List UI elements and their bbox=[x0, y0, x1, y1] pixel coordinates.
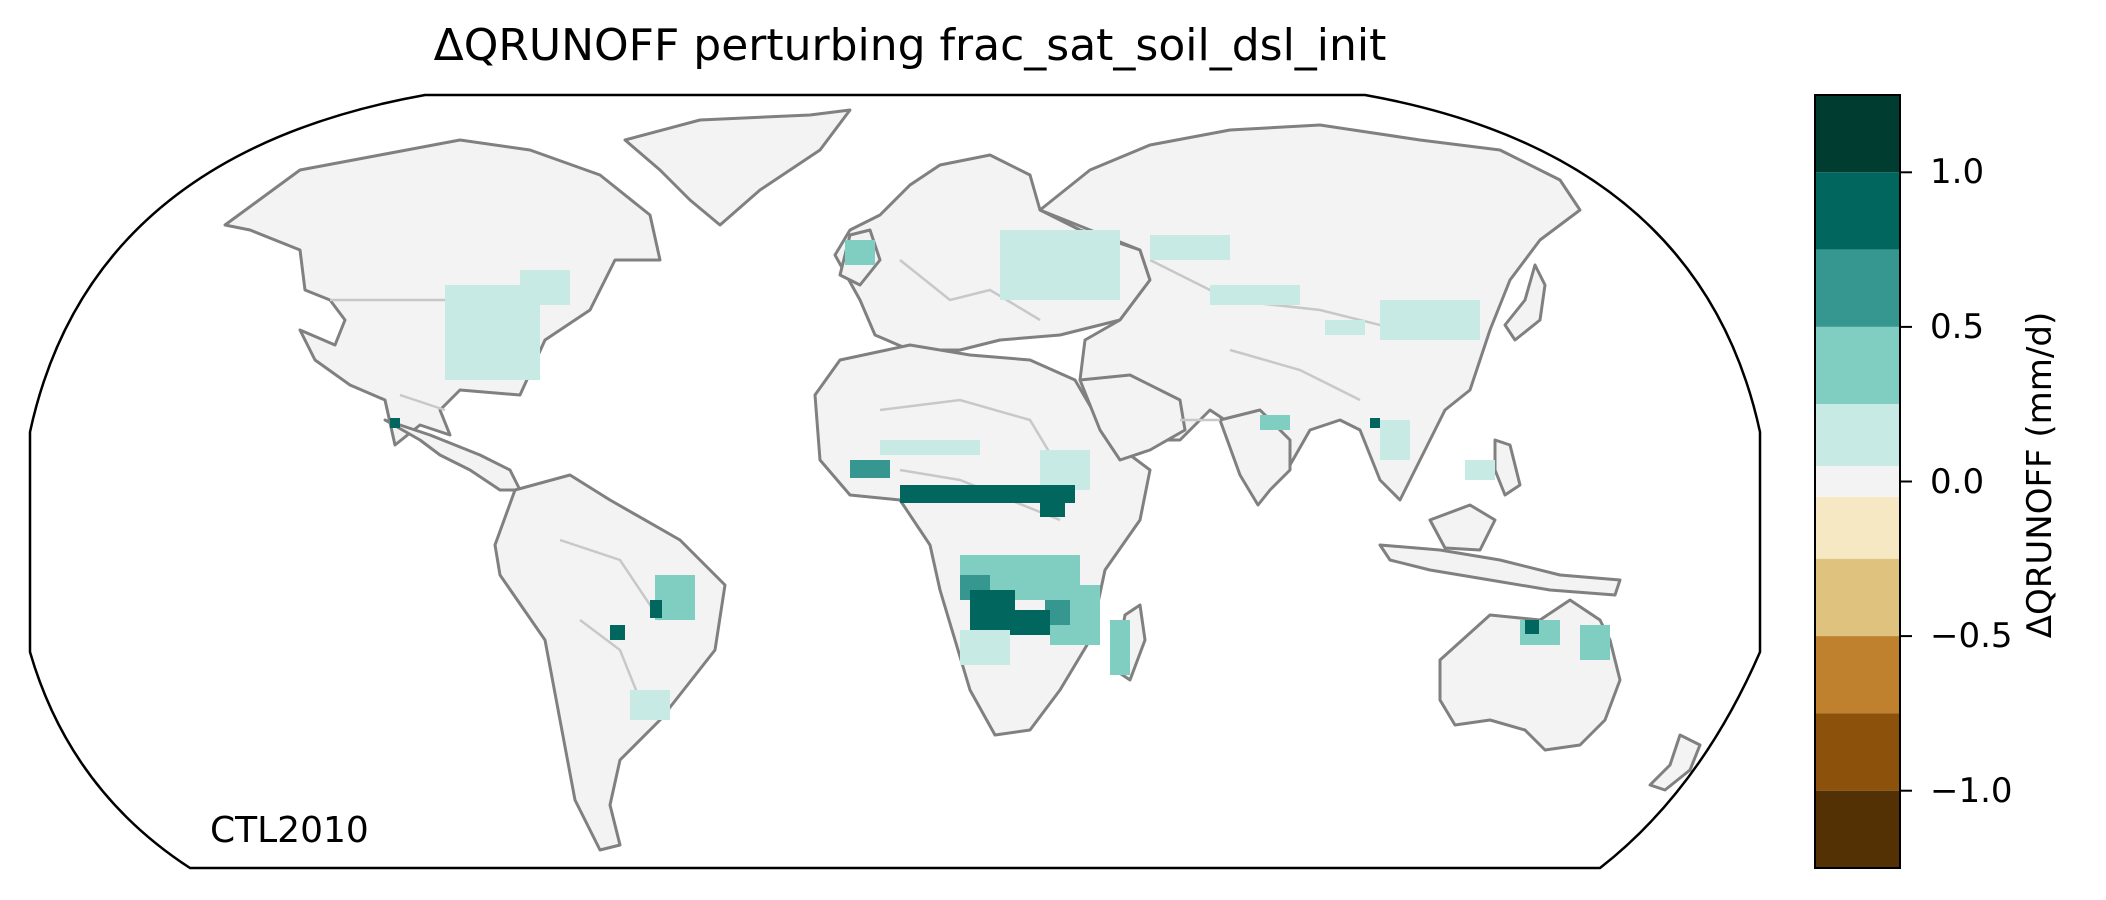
colorbar-bin-0 bbox=[1815, 95, 1900, 173]
map-panel bbox=[28, 93, 1762, 870]
central-america bbox=[383, 418, 522, 492]
run-label: CTL2010 bbox=[210, 810, 369, 851]
colorbar-bin-9 bbox=[1815, 713, 1900, 791]
map-title: ΔQRUNOFF perturbing frac_sat_soil_dsl_in… bbox=[433, 20, 1387, 71]
colorbar-bin-8 bbox=[1815, 636, 1900, 714]
colorbar-tick-label: 1.0 bbox=[1930, 152, 1985, 193]
colorbar-bin-2 bbox=[1815, 249, 1900, 327]
colorbar-bin-7 bbox=[1815, 558, 1900, 637]
colorbar-bin-5 bbox=[1815, 466, 1900, 497]
colorbar-bin-4 bbox=[1815, 404, 1900, 467]
colorbar-bin-1 bbox=[1815, 172, 1900, 250]
colorbar-bin-6 bbox=[1815, 496, 1900, 559]
colorbar-tick-label: −0.5 bbox=[1930, 616, 2013, 657]
borneo bbox=[1428, 503, 1497, 552]
map-content bbox=[223, 108, 1702, 852]
arabian-peninsula bbox=[1078, 373, 1187, 462]
north-america bbox=[223, 138, 662, 447]
colorbar-label: ΔQRUNOFF (mm/d) bbox=[2020, 311, 2060, 639]
greenland bbox=[623, 108, 852, 227]
anomaly-bin-low bbox=[445, 230, 1495, 720]
philippines bbox=[1493, 438, 1522, 497]
japan bbox=[1503, 263, 1547, 342]
colorbar-bin-10 bbox=[1815, 790, 1900, 868]
colorbar-bin-3 bbox=[1815, 326, 1900, 405]
colorbar-tick-label: −1.0 bbox=[1930, 770, 2013, 811]
colorbar-label-box: ΔQRUNOFF (mm/d) bbox=[2010, 250, 2070, 700]
runoff-anomaly-cells bbox=[390, 230, 1610, 720]
colorbar bbox=[1814, 94, 1912, 869]
australia bbox=[1438, 598, 1622, 752]
colorbar-bins bbox=[1815, 95, 1900, 868]
colorbar-tick-label: 0.0 bbox=[1930, 461, 1985, 502]
indonesia bbox=[1378, 543, 1622, 597]
world-map bbox=[28, 93, 1762, 870]
anomaly-bin-veryhigh bbox=[390, 418, 1539, 640]
south-america bbox=[493, 473, 727, 852]
colorbar-tick-label: 0.5 bbox=[1930, 306, 1985, 347]
new-zealand bbox=[1648, 733, 1702, 792]
map-frame bbox=[28, 93, 1762, 870]
colorbar-ticks bbox=[1900, 171, 1912, 792]
